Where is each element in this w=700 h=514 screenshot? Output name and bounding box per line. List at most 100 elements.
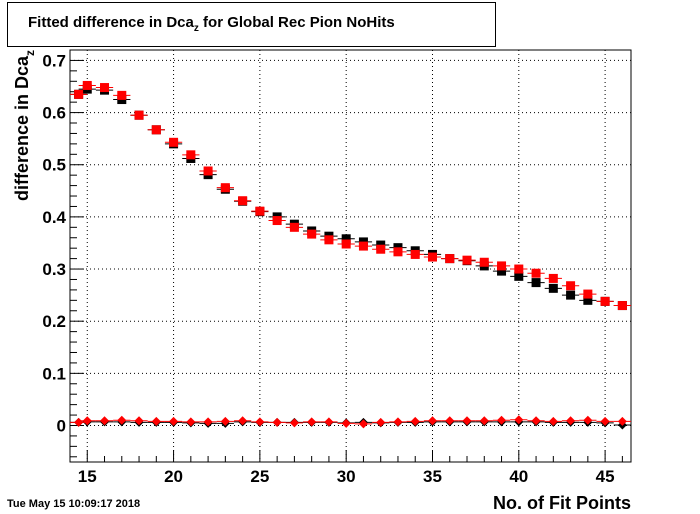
y-tick-label: 0.7 xyxy=(42,51,66,70)
data-point-square xyxy=(462,255,472,265)
data-point-square xyxy=(272,216,282,226)
data-point-square xyxy=(341,234,351,244)
data-point-square xyxy=(169,137,179,147)
x-tick-label: 35 xyxy=(423,467,442,486)
data-point-diamond xyxy=(238,416,248,426)
data-point-square xyxy=(324,235,334,245)
data-point-diamond xyxy=(324,417,334,427)
data-point-diamond xyxy=(358,419,368,429)
y-axis-label: difference in Dcaz xyxy=(12,50,37,201)
data-point-square xyxy=(255,206,265,216)
data-point-diamond xyxy=(531,416,541,426)
data-point-square xyxy=(151,125,161,135)
data-point-diamond xyxy=(617,416,627,426)
data-point-square xyxy=(341,239,351,249)
data-point-diamond xyxy=(186,417,196,427)
data-point-square xyxy=(410,249,420,259)
title-suffix: for Global Rec Pion NoHits xyxy=(198,14,395,31)
data-point-diamond xyxy=(74,417,84,427)
y-axis-label-main: difference in Dca xyxy=(12,55,32,201)
data-point-diamond xyxy=(82,416,92,426)
data-point-diamond xyxy=(134,416,144,426)
data-point-diamond xyxy=(393,417,403,427)
y-tick-label: 0.6 xyxy=(42,104,66,123)
data-point-diamond xyxy=(255,417,265,427)
data-point-square xyxy=(583,289,593,299)
chart-title: Fitted difference in Dcaz for Global Rec… xyxy=(28,14,395,34)
data-point-square xyxy=(100,83,110,93)
data-point-square xyxy=(117,90,127,100)
y-tick-label: 0.1 xyxy=(42,364,66,383)
marker-layer xyxy=(70,80,631,430)
x-tick-label: 40 xyxy=(509,467,528,486)
data-point-square xyxy=(531,278,541,288)
data-point-square xyxy=(548,283,558,293)
y-tick-label: 0 xyxy=(57,416,66,435)
data-point-square xyxy=(566,290,576,300)
data-point-square xyxy=(566,281,576,291)
data-point-square xyxy=(238,196,248,206)
data-point-diamond xyxy=(497,415,507,425)
data-point-diamond xyxy=(427,416,437,426)
grid-layer xyxy=(70,50,631,462)
data-point-diamond xyxy=(272,417,282,427)
data-point-diamond xyxy=(514,415,524,425)
x-axis-label: No. of Fit Points xyxy=(493,493,631,513)
data-point-diamond xyxy=(203,417,213,427)
data-point-square xyxy=(514,264,524,274)
data-point-diamond xyxy=(151,416,161,426)
data-point-square xyxy=(376,244,386,254)
y-tick-label: 0.2 xyxy=(42,312,66,331)
data-point-diamond xyxy=(566,416,576,426)
data-point-square xyxy=(203,166,213,176)
x-tick-label: 15 xyxy=(78,467,97,486)
data-point-square xyxy=(393,247,403,257)
x-tick-label: 25 xyxy=(250,467,269,486)
title-main: Fitted difference in Dca xyxy=(28,14,194,31)
data-point-diamond xyxy=(600,416,610,426)
data-point-square xyxy=(134,110,144,120)
data-point-diamond xyxy=(117,415,127,425)
data-point-square xyxy=(531,268,541,278)
x-tick-label: 20 xyxy=(164,467,183,486)
data-point-square xyxy=(617,301,627,311)
title-box: Fitted difference in Dcaz for Global Rec… xyxy=(7,2,496,47)
data-point-diamond xyxy=(462,416,472,426)
data-point-diamond xyxy=(445,416,455,426)
data-point-square xyxy=(82,80,92,90)
data-point-diamond xyxy=(548,416,558,426)
data-point-diamond xyxy=(479,416,489,426)
data-point-square xyxy=(427,252,437,262)
data-point-diamond xyxy=(100,416,110,426)
data-point-diamond xyxy=(307,417,317,427)
plot-frame xyxy=(69,49,632,463)
data-point-square xyxy=(497,261,507,271)
axis-layer: 15 20 25 30 35 40 45 0 0.1 0.2 0.3 0.4 0.5 0.6 0.7 xyxy=(42,49,623,486)
title-subscript: z xyxy=(193,23,199,34)
data-point-square xyxy=(220,183,230,193)
data-point-square xyxy=(497,266,507,276)
x-tick-label: 30 xyxy=(337,467,356,486)
data-point-square xyxy=(548,273,558,283)
data-point-square xyxy=(600,296,610,306)
data-point-square xyxy=(445,254,455,264)
x-tick-label: 45 xyxy=(596,467,615,486)
y-axis-label-sub: z xyxy=(23,50,37,56)
data-point-square xyxy=(514,271,524,281)
data-point-diamond xyxy=(289,418,299,428)
data-point-diamond xyxy=(341,418,351,428)
data-point-square xyxy=(358,241,368,251)
data-point-square xyxy=(479,257,489,267)
data-point-diamond xyxy=(220,416,230,426)
data-point-diamond xyxy=(410,416,420,426)
data-point-diamond xyxy=(169,416,179,426)
data-point-square xyxy=(289,222,299,232)
timestamp: Tue May 15 10:09:17 2018 xyxy=(7,498,141,510)
data-point-square xyxy=(583,295,593,305)
y-tick-label: 0.3 xyxy=(42,260,66,279)
data-point-square xyxy=(186,150,196,160)
y-tick-label: 0.5 xyxy=(42,156,66,175)
data-point-diamond xyxy=(376,417,386,427)
y-tick-label: 0.4 xyxy=(42,208,66,227)
